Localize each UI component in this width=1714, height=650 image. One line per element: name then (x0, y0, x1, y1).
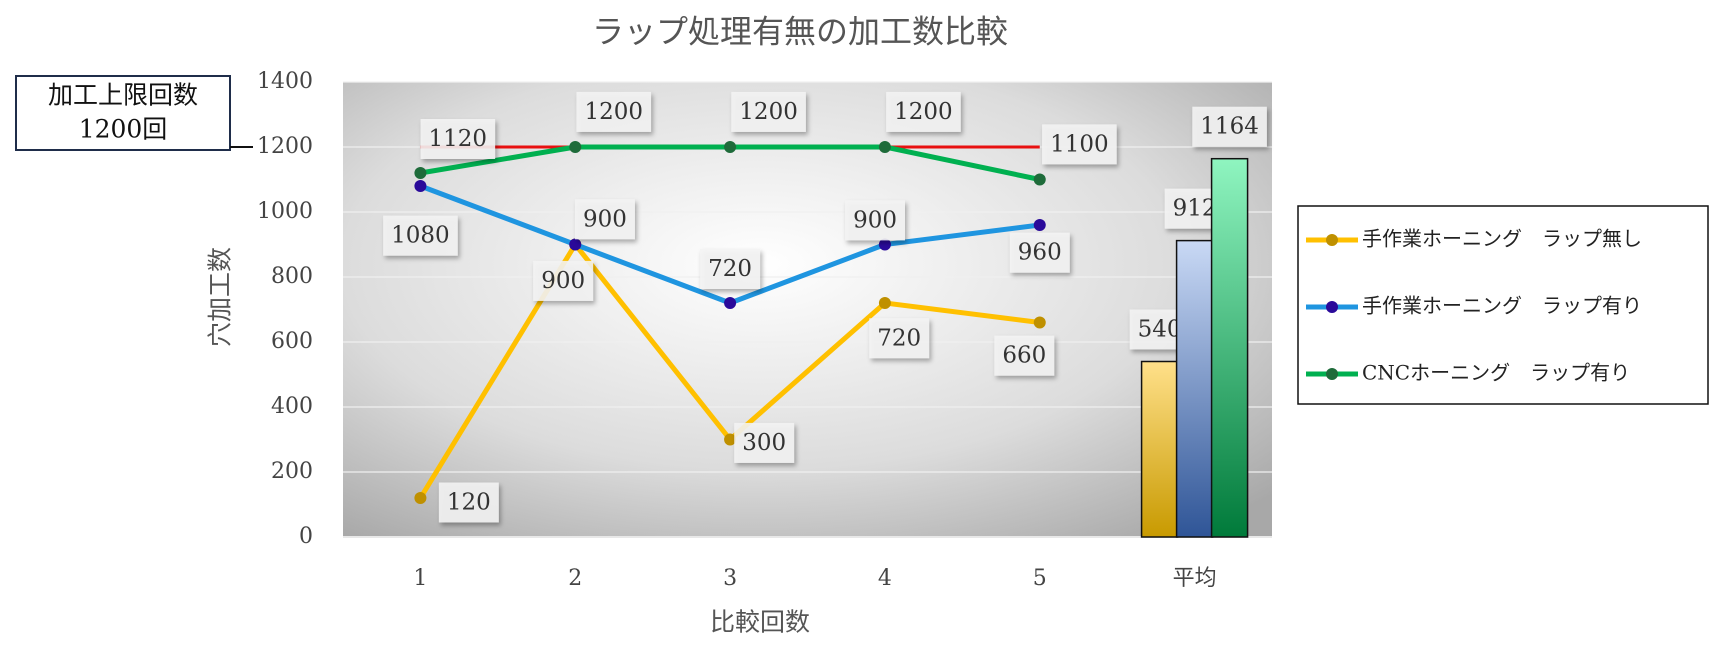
data-label: 720 (708, 256, 752, 282)
point (569, 238, 582, 251)
x-tick-label: 3 (723, 566, 737, 591)
x-tick-label: 4 (878, 566, 892, 591)
point (1033, 173, 1046, 186)
point (878, 238, 891, 251)
data-label-box (734, 422, 795, 463)
data-label-box (994, 335, 1055, 376)
data-label-box (700, 249, 761, 289)
y-tick-label: 1200 (257, 134, 313, 159)
point (1033, 219, 1046, 231)
y-tick-label: 800 (271, 264, 313, 289)
data-label-box (383, 215, 458, 256)
legend-label: CNCホーニング ラップ有り (1362, 361, 1630, 385)
data-label-box (869, 318, 930, 359)
data-label: 300 (742, 430, 786, 456)
annotation-text: 1200回 (79, 115, 168, 144)
data-label-box (574, 199, 635, 240)
point (724, 141, 737, 153)
data-label-box (845, 200, 905, 241)
legend-marker (1326, 301, 1338, 313)
y-tick-label: 400 (271, 394, 313, 419)
point (724, 297, 737, 309)
point (1033, 316, 1046, 329)
x-tick-label: 2 (568, 566, 582, 591)
point (414, 167, 427, 179)
data-label-box (731, 91, 806, 132)
data-label: 960 (1018, 240, 1062, 266)
data-label: 720 (877, 325, 921, 351)
data-label: 1200 (584, 99, 643, 125)
legend-marker (1326, 368, 1338, 380)
legend-label: 手作業ホーニング ラップ有り (1362, 294, 1642, 318)
legend (1297, 205, 1709, 405)
data-label-box (1192, 106, 1267, 147)
chart-title: ラップ処理有無の加工数比較 (592, 13, 1008, 51)
data-label: 1100 (1050, 131, 1109, 157)
annotation-text: 加工上限回数 (48, 81, 198, 110)
point (878, 297, 891, 309)
data-label: 1120 (429, 126, 488, 152)
data-label: 540 (1138, 317, 1182, 343)
bar (1175, 239, 1214, 538)
y-tick-label: 0 (299, 524, 313, 549)
data-label-box (438, 482, 499, 523)
data-label: 912 (1173, 196, 1217, 222)
data-label: 1200 (739, 99, 798, 125)
data-label: 120 (447, 490, 491, 516)
x-tick-label: 平均 (1173, 566, 1217, 591)
y-tick-label: 600 (271, 329, 313, 354)
data-label-box (576, 91, 652, 132)
data-label-box (533, 260, 594, 301)
data-label-box (1009, 232, 1070, 273)
legend-label: 手作業ホーニング ラップ無し (1362, 227, 1642, 251)
y-axis-title: 穴加工数 (206, 247, 235, 347)
point (414, 492, 427, 504)
data-label-box (420, 119, 496, 159)
data-label: 900 (583, 206, 627, 232)
annotation-box (15, 75, 231, 151)
x-tick-label: 5 (1033, 566, 1047, 591)
y-tick-label: 200 (271, 459, 313, 484)
legend-marker (1326, 234, 1338, 246)
data-label: 1164 (1200, 114, 1259, 140)
data-label: 1200 (894, 99, 953, 125)
y-tick-label: 1400 (257, 69, 313, 94)
data-label: 900 (853, 207, 897, 233)
point (569, 141, 582, 153)
point (414, 180, 427, 192)
point (724, 433, 737, 446)
x-tick-label: 1 (413, 566, 427, 591)
bar (1140, 360, 1179, 538)
x-axis-title: 比較回数 (710, 608, 810, 637)
data-label-box (886, 91, 961, 132)
y-tick-label: 1000 (257, 199, 313, 224)
data-label: 660 (1002, 343, 1046, 369)
data-label-box (1042, 124, 1117, 165)
data-label: 1080 (391, 223, 450, 249)
point (878, 141, 891, 153)
data-label: 900 (541, 268, 585, 294)
bar (1210, 157, 1249, 538)
